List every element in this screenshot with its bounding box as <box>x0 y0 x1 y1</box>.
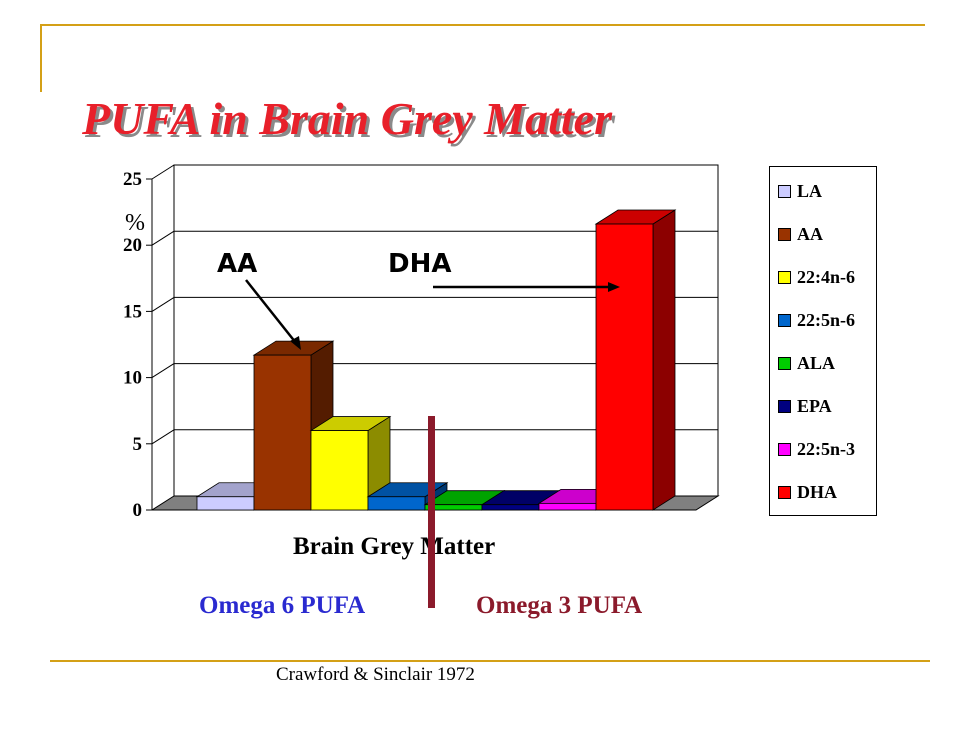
legend-label: DHA <box>797 482 837 502</box>
legend-item: 22:4n-6 <box>778 267 855 288</box>
bottom-rule <box>50 660 930 662</box>
y-tick-label: 20 <box>123 235 142 256</box>
legend-label: AA <box>797 224 823 244</box>
legend-swatch <box>778 228 791 241</box>
omega-divider <box>428 416 435 608</box>
legend-item: 22:5n-6 <box>778 310 855 331</box>
gridline-side <box>151 296 175 312</box>
omega-3-label: Omega 3 PUFA <box>476 592 643 619</box>
legend-label: ALA <box>797 353 836 373</box>
legend-swatch <box>778 357 791 370</box>
gridline-side <box>151 363 175 379</box>
legend-label: 22:5n-6 <box>797 310 855 330</box>
arrow-dha <box>433 282 620 292</box>
bar-dha <box>594 209 677 511</box>
y-axis-label: % <box>125 210 145 236</box>
bar-side <box>652 209 676 511</box>
legend-label: 22:5n-3 <box>797 439 855 459</box>
bar-front <box>310 430 369 511</box>
legend-swatch <box>778 185 791 198</box>
y-tick-label: 15 <box>123 301 142 322</box>
y-tick-label: 5 <box>133 434 143 455</box>
omega-6-label: Omega 6 PUFA <box>199 592 366 619</box>
legend-swatch <box>778 486 791 499</box>
y-tick-label: 25 <box>123 169 142 190</box>
legend-item: LA <box>778 181 822 202</box>
bar-front <box>367 496 426 511</box>
bar-front <box>481 504 540 511</box>
arrow-aa <box>245 279 301 350</box>
bar-front <box>253 354 312 511</box>
bar-front <box>595 223 654 511</box>
legend-swatch <box>778 400 791 413</box>
legend-label: 22:4n-6 <box>797 267 855 287</box>
legend: LA AA 22:4n-6 22:5n-6 ALA EPA 22:5n-3 DHA <box>769 166 877 516</box>
legend-item: AA <box>778 224 823 245</box>
gridline-side <box>151 429 175 445</box>
annotation-aa: AA <box>217 249 257 279</box>
bar-front <box>538 502 597 511</box>
source-citation: Crawford & Sinclair 1972 <box>276 664 475 685</box>
gridline-side <box>151 164 175 180</box>
gridline-side <box>151 230 175 246</box>
y-tick-label: 0 <box>133 500 143 521</box>
legend-swatch <box>778 271 791 284</box>
bar-front <box>196 496 255 511</box>
legend-item: DHA <box>778 482 837 503</box>
bar-22-4n-6 <box>309 415 392 511</box>
slide-title: PUFA in Brain Grey Matter <box>82 93 612 144</box>
y-tick-label: 10 <box>123 368 142 389</box>
annotation-dha: DHA <box>388 249 451 279</box>
x-axis-label: Brain Grey Matter <box>293 533 495 560</box>
legend-label: LA <box>797 181 823 201</box>
legend-swatch <box>778 443 791 456</box>
legend-label: EPA <box>797 396 832 416</box>
legend-item: ALA <box>778 353 835 374</box>
left-rule <box>40 24 42 92</box>
top-rule <box>40 24 925 26</box>
legend-item: 22:5n-3 <box>778 439 855 460</box>
legend-swatch <box>778 314 791 327</box>
legend-item: EPA <box>778 396 832 417</box>
